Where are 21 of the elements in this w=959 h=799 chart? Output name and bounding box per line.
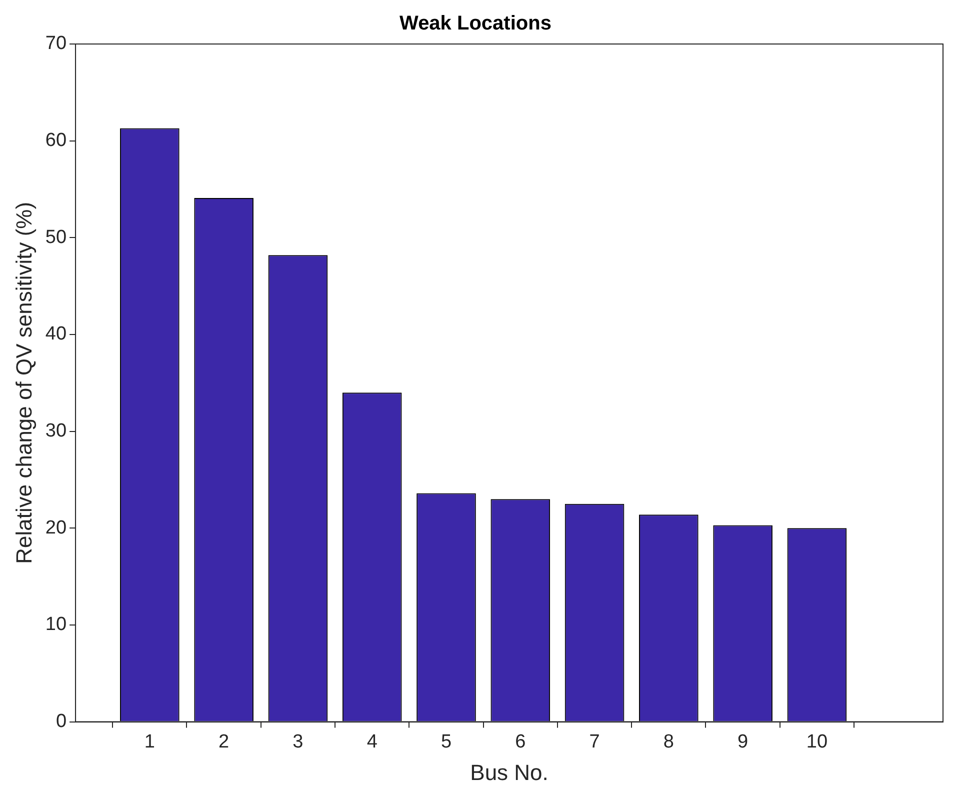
x-tick-label: 5: [440, 731, 452, 752]
y-axis-title: Relative change of QV sensitivity (%): [11, 202, 36, 564]
y-tick-label: 60: [45, 130, 67, 152]
x-tick-label: 8: [663, 731, 674, 752]
y-tick-label: 20: [45, 517, 67, 538]
y-tick-label: 0: [56, 711, 67, 732]
chart-title: Weak Locations: [400, 12, 552, 35]
x-tick-label: 6: [515, 731, 526, 752]
x-tick-label: 2: [218, 731, 230, 752]
x-tick-label: 3: [292, 731, 304, 752]
y-tick-label: 30: [45, 420, 67, 442]
x-tick-label: 4: [366, 731, 378, 752]
x-tick-label: 1: [144, 731, 155, 752]
x-tick-label: 7: [589, 731, 600, 752]
x-tick-label: 10: [806, 731, 828, 752]
y-tick-label: 40: [45, 324, 67, 345]
x-axis-title: Bus No.: [470, 760, 548, 785]
y-tick-label: 50: [45, 226, 67, 248]
y-tick-label: 10: [45, 614, 67, 636]
x-tick-label: 9: [738, 731, 748, 752]
y-tick-label: 70: [45, 33, 67, 54]
